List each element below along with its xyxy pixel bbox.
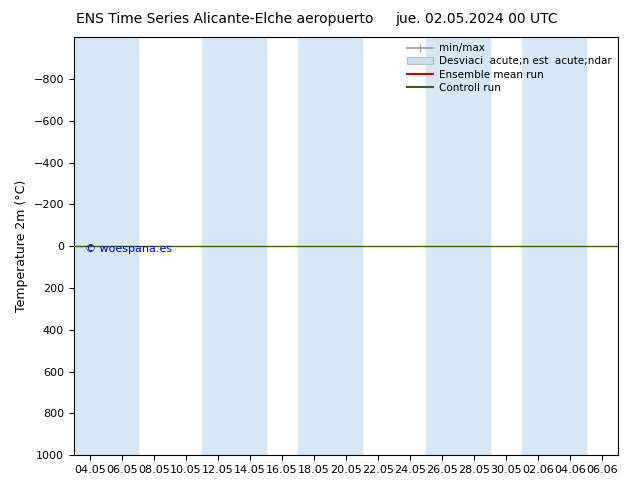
Bar — [202, 37, 266, 455]
Y-axis label: Temperature 2m (°C): Temperature 2m (°C) — [15, 180, 28, 312]
Legend: min/max, Desviaci  acute;n est  acute;ndar, Ensemble mean run, Controll run: min/max, Desviaci acute;n est acute;ndar… — [403, 39, 616, 97]
Bar — [74, 37, 138, 455]
Text: ENS Time Series Alicante-Elche aeropuerto: ENS Time Series Alicante-Elche aeropuert… — [76, 12, 373, 26]
Bar — [522, 37, 586, 455]
Text: jue. 02.05.2024 00 UTC: jue. 02.05.2024 00 UTC — [395, 12, 558, 26]
Bar — [425, 37, 489, 455]
Text: © woespana.es: © woespana.es — [85, 244, 172, 254]
Bar — [298, 37, 362, 455]
